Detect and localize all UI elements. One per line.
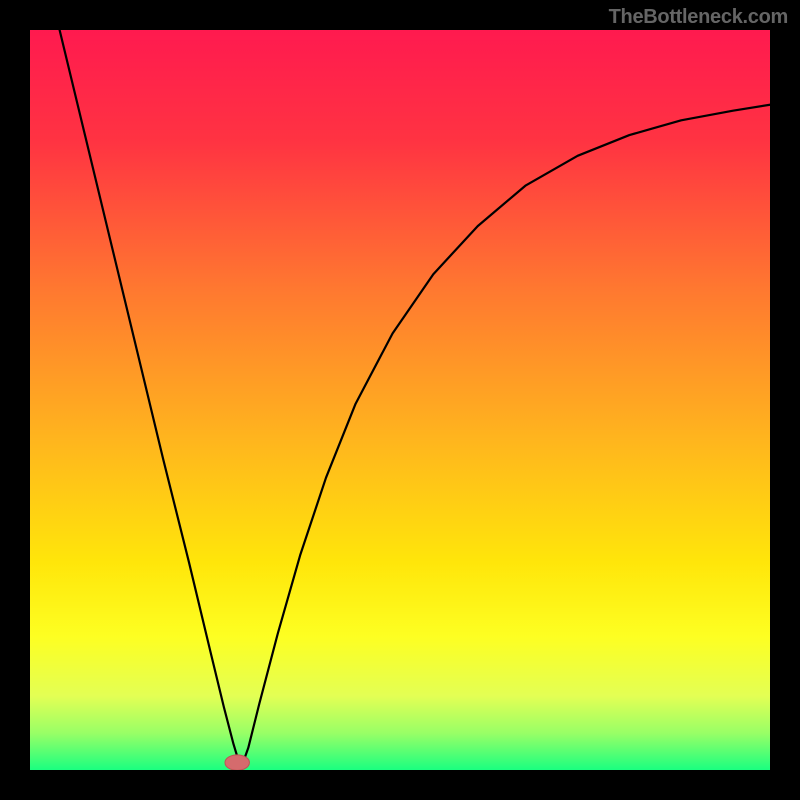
watermark-text: TheBottleneck.com [609,6,788,29]
bottleneck-curve-chart [30,30,770,770]
optimal-point-marker [225,755,249,770]
chart-background [30,30,770,770]
chart-container [30,30,770,770]
